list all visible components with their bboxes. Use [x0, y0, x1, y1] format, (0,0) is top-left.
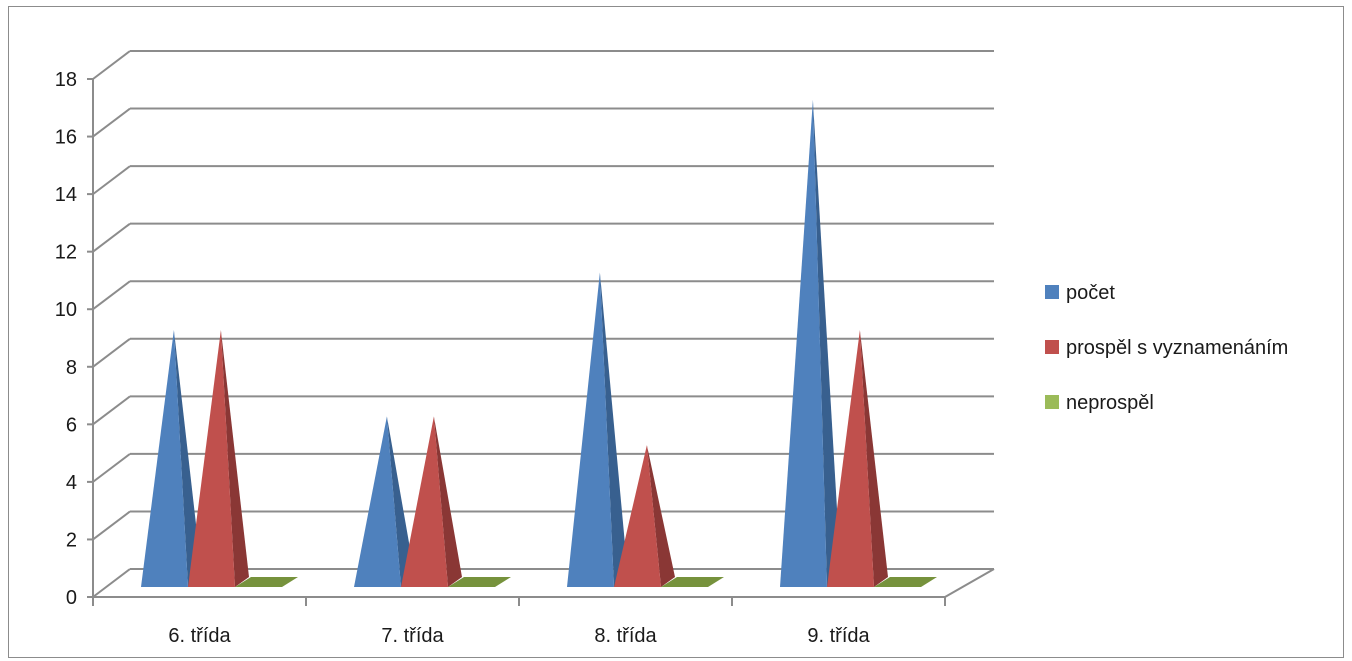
- gridline-side: [92, 222, 131, 253]
- gridline-side: [92, 510, 131, 541]
- pyramid-front-face: [780, 99, 827, 588]
- gridline-side: [92, 50, 131, 80]
- y-tick-label: 16: [55, 127, 77, 149]
- pyramid-front-face: [141, 330, 188, 587]
- pyramid-front-face: [567, 272, 614, 587]
- pyramid-bar: [401, 416, 462, 587]
- pyramid-front-face: [401, 416, 448, 587]
- flat-zero-bar: [661, 577, 724, 587]
- legend-swatch: [1045, 340, 1059, 354]
- floor-right-edge: [944, 568, 995, 598]
- pyramid-bar: [567, 272, 628, 587]
- pyramid-bar-chart: 0 2 4 6 8 10 12 14 16 18 6. třída 7. třída 8. třída…: [55, 50, 1288, 647]
- gridlines: [92, 50, 994, 541]
- x-tick-label: 9. třída: [807, 625, 870, 647]
- legend-swatch: [1045, 285, 1059, 299]
- pyramid-bar: [780, 99, 841, 588]
- legend-label: počet: [1066, 282, 1115, 304]
- pyramid-bar: [614, 445, 675, 587]
- pyramid-bar: [827, 330, 888, 587]
- pyramid-bar: [141, 330, 202, 587]
- pyramid-side-face: [173, 330, 202, 587]
- pyramid-side-face: [859, 330, 888, 587]
- flat-zero-bar: [874, 577, 937, 587]
- gridline-side: [92, 337, 131, 368]
- y-tick-label: 8: [66, 357, 77, 379]
- legend: počet prospěl s vyznamenáním neprospěl: [1045, 282, 1288, 414]
- pyramid-side-face: [646, 445, 675, 587]
- flat-zero-bar: [448, 577, 511, 587]
- pyramid-front-face: [354, 416, 401, 587]
- y-tick-label: 18: [55, 69, 77, 91]
- gridline-side: [92, 395, 131, 426]
- y-tick-label: 0: [66, 587, 77, 609]
- x-tick-label: 7. třída: [381, 625, 444, 647]
- bars: [141, 99, 937, 588]
- flat-zero-bar: [235, 577, 298, 587]
- gridline-side: [92, 107, 131, 138]
- pyramid-bar: [354, 416, 415, 587]
- y-tick-label: 12: [55, 242, 77, 264]
- pyramid-front-face: [614, 445, 661, 587]
- x-tick-label: 8. třída: [594, 625, 657, 647]
- pyramid-side-face: [812, 99, 841, 588]
- y-tick-label: 4: [66, 472, 77, 494]
- floor-left-edge: [92, 568, 131, 598]
- pyramid-side-face: [220, 330, 249, 587]
- x-tick-label: 6. třída: [168, 625, 231, 647]
- pyramid-side-face: [599, 272, 628, 587]
- pyramid-front-face: [188, 330, 235, 587]
- y-axis-ticks: 0 2 4 6 8 10 12 14 16 18: [55, 69, 93, 609]
- y-tick-label: 10: [55, 299, 77, 321]
- pyramid-side-face: [433, 416, 462, 587]
- y-tick-label: 2: [66, 529, 77, 551]
- pyramid-side-face: [386, 416, 415, 587]
- legend-label: prospěl s vyznamenáním: [1066, 337, 1288, 359]
- y-tick-label: 6: [66, 414, 77, 436]
- x-axis-ticks: 6. třída 7. třída 8. třída 9. třída: [92, 597, 946, 647]
- pyramid-bar: [188, 330, 249, 587]
- legend-swatch: [1045, 395, 1059, 409]
- gridline-side: [92, 165, 131, 195]
- chart-frame: 0 2 4 6 8 10 12 14 16 18 6. třída 7. třída 8. třída…: [8, 6, 1344, 658]
- gridline-side: [92, 280, 131, 311]
- y-tick-label: 14: [55, 184, 77, 206]
- pyramid-front-face: [827, 330, 874, 587]
- legend-label: neprospěl: [1066, 392, 1154, 414]
- gridline-side: [92, 453, 131, 483]
